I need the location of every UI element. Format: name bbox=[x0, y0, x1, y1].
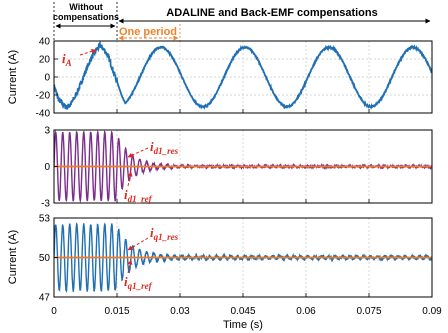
phase-current-trace bbox=[54, 41, 432, 110]
y-ticks-1: 40 20 0 -20 -40 bbox=[36, 37, 58, 120]
y-tick-label: 3 bbox=[44, 126, 50, 137]
x-tick-label: 0.09 bbox=[422, 306, 442, 317]
y-ticks-3: 53 50 47 bbox=[39, 214, 58, 304]
x-tick-label: 0.045 bbox=[230, 306, 255, 317]
y-tick-label: -40 bbox=[36, 109, 51, 120]
y-tick-label: -20 bbox=[36, 91, 51, 102]
y-ticks-2: 3 0 -3 bbox=[41, 126, 58, 210]
adaline-title: ADALINE and Back-EMF compensations bbox=[166, 7, 377, 19]
y-tick-label: -3 bbox=[41, 199, 50, 210]
d1-ref-label: id1_ref bbox=[124, 187, 153, 204]
y-tick-label: 50 bbox=[39, 253, 51, 264]
top-annotations: Without compensations ADALINE and Back-E… bbox=[53, 2, 431, 41]
d1-res-arrow bbox=[127, 147, 149, 158]
y-axis-label-3: Current (A) bbox=[7, 230, 19, 284]
x-tick-label: 0.015 bbox=[104, 306, 129, 317]
y-tick-label: 20 bbox=[39, 55, 51, 66]
without-label-line1: Without bbox=[69, 2, 102, 12]
panel-q1-current: 53 50 47 Current (A) iq1_res iq1_ref bbox=[7, 214, 433, 304]
without-label-line2: compensations bbox=[53, 12, 119, 22]
y-tick-label: 0 bbox=[44, 73, 50, 84]
d1-res-annotation: id1_res bbox=[127, 139, 179, 158]
x-axis: 0 0.015 0.03 0.045 0.06 0.075 0.09 bbox=[51, 306, 442, 317]
d1-ref-annotation: id1_ref bbox=[124, 171, 153, 204]
q1-ref-annotation: iq1_ref bbox=[124, 259, 153, 291]
ia-annotation: iA bbox=[62, 48, 97, 68]
y-axis-label-1: Current (A) bbox=[7, 50, 19, 104]
panel-d1-current: 3 0 -3 id1_res id1_ref bbox=[41, 126, 433, 210]
x-tick-label: 0.03 bbox=[170, 306, 190, 317]
ia-label: iA bbox=[62, 51, 72, 68]
q1-res-annotation: iq1_res bbox=[127, 225, 179, 251]
y-tick-label: 53 bbox=[39, 214, 51, 225]
q1-ref-arrow bbox=[127, 259, 133, 274]
y-tick-label: 0 bbox=[44, 162, 50, 173]
q1-res-label: iq1_res bbox=[150, 225, 179, 242]
grid-1 bbox=[53, 41, 433, 113]
q1-res-arrow bbox=[127, 237, 149, 251]
one-period-label: One period bbox=[119, 26, 177, 38]
panel-phase-current: 40 20 0 -20 -40 Current (A) iA bbox=[7, 37, 433, 120]
y-tick-label: 47 bbox=[39, 293, 51, 304]
y-tick-label: 40 bbox=[39, 37, 51, 48]
x-tick-label: 0.06 bbox=[296, 306, 316, 317]
d1-res-label: id1_res bbox=[150, 139, 179, 156]
x-axis-label: Time (s) bbox=[223, 319, 263, 331]
d1-ref-arrow bbox=[127, 171, 133, 187]
q1-ref-label: iq1_ref bbox=[124, 274, 153, 291]
x-tick-label: 0.075 bbox=[356, 306, 381, 317]
ia-arrow bbox=[79, 48, 97, 56]
x-tick-label: 0 bbox=[51, 306, 57, 317]
